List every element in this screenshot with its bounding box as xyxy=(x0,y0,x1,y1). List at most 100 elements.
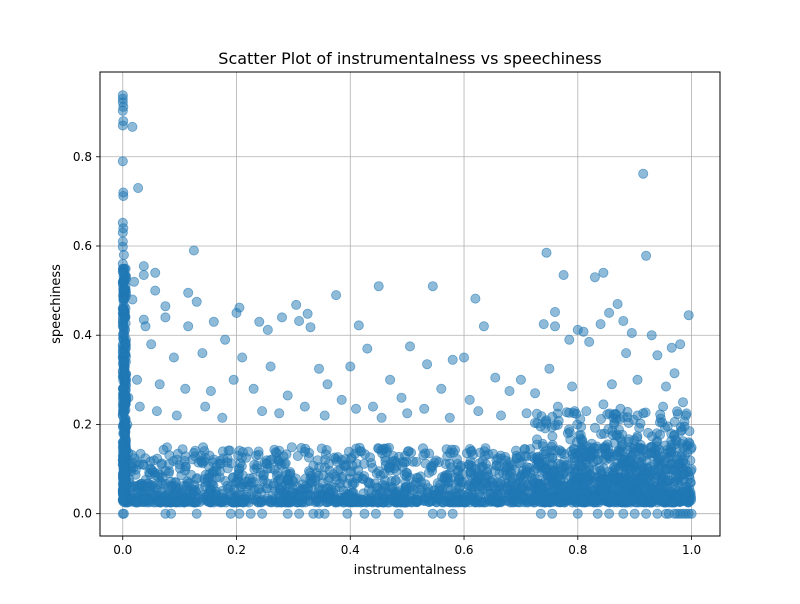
scatter-point xyxy=(171,410,182,421)
scatter-point xyxy=(666,342,677,353)
scatter-point xyxy=(519,471,530,482)
scatter-point xyxy=(558,269,569,280)
scatter-point xyxy=(631,466,642,477)
scatter-point xyxy=(567,493,578,504)
scatter-point xyxy=(457,468,468,479)
scatter-point xyxy=(160,312,171,323)
scatter-point xyxy=(225,508,236,519)
scatter-point xyxy=(218,453,229,464)
scatter-point xyxy=(553,415,564,426)
scatter-point xyxy=(134,401,145,412)
scatter-point xyxy=(518,492,529,503)
scatter-point xyxy=(581,406,592,417)
scatter-point xyxy=(370,508,381,519)
scatter-point xyxy=(273,455,284,466)
scatter-point xyxy=(666,486,677,497)
scatter-point xyxy=(300,497,311,508)
scatter-point xyxy=(641,250,652,261)
scatter-point xyxy=(561,481,572,492)
scatter-point xyxy=(234,302,245,313)
y-axis-label: speechiness xyxy=(49,264,64,344)
data-points xyxy=(117,90,697,519)
scatter-point xyxy=(313,363,324,374)
x-tick-label: 0.6 xyxy=(454,543,473,557)
scatter-point xyxy=(241,452,252,463)
scatter-point xyxy=(618,315,629,326)
scatter-point xyxy=(584,336,595,347)
scatter-point xyxy=(602,450,613,461)
scatter-point xyxy=(344,466,355,477)
scatter-point xyxy=(139,493,150,504)
scatter-point xyxy=(680,410,691,421)
scatter-point xyxy=(367,401,378,412)
scatter-point xyxy=(515,374,526,385)
scatter-point xyxy=(302,308,313,319)
scatter-point xyxy=(541,247,552,258)
scatter-point xyxy=(319,508,330,519)
scatter-point xyxy=(611,449,622,460)
scatter-point xyxy=(156,458,167,469)
scatter-point xyxy=(646,330,657,341)
scatter-point xyxy=(253,449,264,460)
scatter-point xyxy=(117,348,128,359)
scatter-point xyxy=(117,495,128,506)
scatter-point xyxy=(303,452,314,463)
scatter-point xyxy=(629,508,640,519)
scatter-point xyxy=(408,484,419,495)
scatter-point xyxy=(270,447,281,458)
scatter-point xyxy=(200,401,211,412)
scatter-point xyxy=(606,379,617,390)
scatter-point xyxy=(582,471,593,482)
scatter-point xyxy=(651,441,662,452)
scatter-point xyxy=(647,477,658,488)
scatter-point xyxy=(189,480,200,491)
scatter-point xyxy=(163,468,174,479)
scatter-point xyxy=(683,437,694,448)
scatter-point xyxy=(678,397,689,408)
scatter-point xyxy=(274,408,285,419)
scatter-point xyxy=(644,466,655,477)
scatter-point xyxy=(612,298,623,309)
scatter-point xyxy=(588,493,599,504)
scatter-point xyxy=(613,464,624,475)
scatter-point xyxy=(521,408,532,419)
scatter-point xyxy=(442,451,453,462)
scatter-point xyxy=(683,310,694,321)
scatter-point xyxy=(133,182,144,193)
scatter-point xyxy=(140,453,151,464)
scatter-point xyxy=(249,464,260,475)
scatter-point xyxy=(348,494,359,505)
scatter-point xyxy=(474,491,485,502)
scatter-point xyxy=(447,508,458,519)
scatter-point xyxy=(276,312,287,323)
scatter-point xyxy=(156,487,167,498)
scatter-point xyxy=(117,120,128,131)
scatter-point xyxy=(407,456,418,467)
scatter-point xyxy=(436,383,447,394)
scatter-point xyxy=(598,491,609,502)
scatter-point xyxy=(319,410,330,421)
scatter-point xyxy=(538,319,549,330)
scatter-point xyxy=(196,457,207,468)
scatter-point xyxy=(686,464,697,475)
scatter-point xyxy=(168,455,179,466)
y-tick-label: 0.6 xyxy=(73,239,92,253)
scatter-point xyxy=(456,460,467,471)
scatter-point xyxy=(314,497,325,508)
scatter-point xyxy=(208,316,219,327)
scatter-point xyxy=(169,489,180,500)
y-tick-label: 0.8 xyxy=(73,150,92,164)
scatter-point xyxy=(385,374,396,385)
x-tick-label: 0.2 xyxy=(227,543,246,557)
scatter-point xyxy=(589,464,600,475)
scatter-point xyxy=(491,497,502,508)
scatter-point xyxy=(294,491,305,502)
scatter-point xyxy=(217,485,228,496)
scatter-point xyxy=(246,489,257,500)
scatter-point xyxy=(261,483,272,494)
scatter-point xyxy=(118,267,129,278)
scatter-point xyxy=(589,272,600,283)
scatter-point xyxy=(308,460,319,471)
